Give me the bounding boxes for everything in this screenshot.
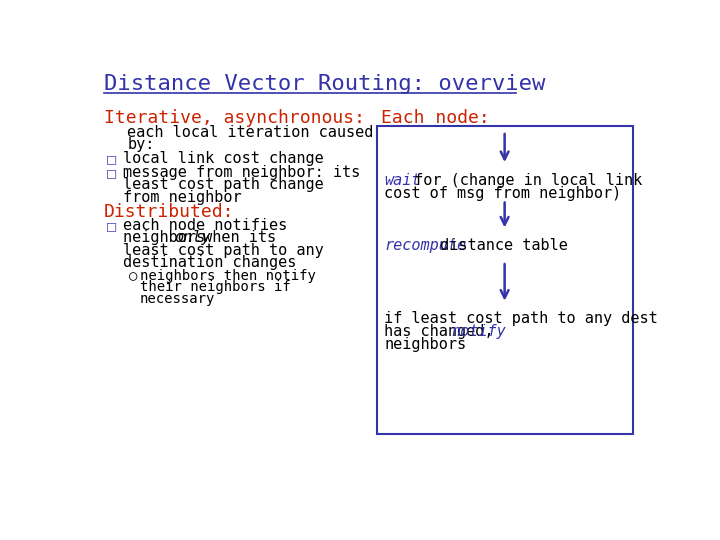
Text: cost of msg from neighbor): cost of msg from neighbor): [384, 186, 622, 201]
Text: by:: by:: [127, 137, 155, 152]
Text: least cost path change: least cost path change: [122, 177, 323, 192]
Bar: [377, 126, 632, 434]
Text: Each node:: Each node:: [381, 110, 490, 127]
Text: □: □: [107, 218, 116, 233]
Text: notify: notify: [451, 325, 505, 339]
Text: neighbors: neighbors: [384, 338, 467, 353]
Text: local link cost change: local link cost change: [122, 151, 323, 166]
Text: distance table: distance table: [431, 238, 567, 253]
Text: necessary: necessary: [140, 292, 215, 306]
Text: only: only: [174, 231, 210, 245]
Text: each local iteration caused: each local iteration caused: [127, 125, 374, 140]
Text: Distance Vector Routing: overview: Distance Vector Routing: overview: [104, 74, 545, 94]
Text: recompute: recompute: [384, 238, 467, 253]
Text: from neighbor: from neighbor: [122, 190, 241, 205]
Text: Iterative, asynchronous:: Iterative, asynchronous:: [104, 110, 365, 127]
Text: neighbors then notify: neighbors then notify: [140, 269, 315, 283]
Text: when its: when its: [194, 231, 276, 245]
Text: ○: ○: [129, 269, 137, 283]
Text: each node notifies: each node notifies: [122, 218, 287, 233]
Text: for (change in local link: for (change in local link: [405, 173, 642, 187]
Text: has changed,: has changed,: [384, 325, 503, 339]
Text: destination changes: destination changes: [122, 255, 296, 270]
Text: message from neighbor: its: message from neighbor: its: [122, 165, 360, 180]
Text: their neighbors if: their neighbors if: [140, 280, 290, 294]
Text: □: □: [107, 165, 116, 180]
Text: if least cost path to any dest: if least cost path to any dest: [384, 311, 658, 326]
Text: wait: wait: [384, 173, 421, 187]
Text: Distributed:: Distributed:: [104, 204, 235, 221]
Text: □: □: [107, 151, 116, 166]
Text: least cost path to any: least cost path to any: [122, 242, 323, 258]
Text: neighbors: neighbors: [122, 231, 214, 245]
